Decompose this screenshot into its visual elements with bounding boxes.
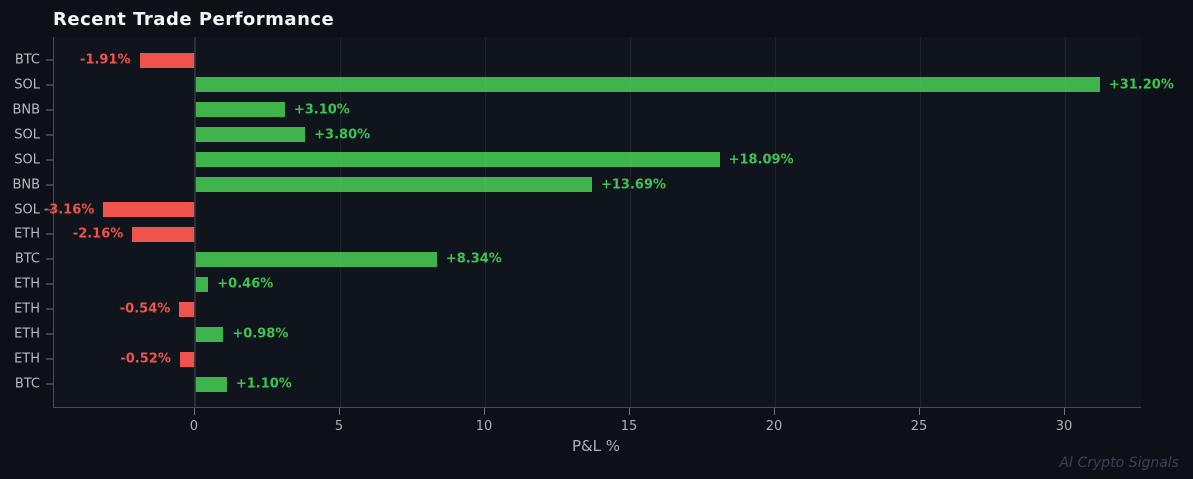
y-tick-mark <box>46 358 53 360</box>
x-tick-mark <box>338 408 340 415</box>
y-tick-label: BTC <box>14 251 40 267</box>
y-tick-mark <box>46 134 53 136</box>
x-tick-label: 15 <box>620 419 638 434</box>
bar <box>132 226 195 242</box>
bar <box>194 77 1100 93</box>
bar <box>194 251 437 267</box>
bar-value-label: +0.46% <box>217 276 274 292</box>
y-tick-mark <box>46 333 53 335</box>
x-tick-label: 30 <box>1055 419 1073 434</box>
bar <box>194 177 592 193</box>
bar-value-label: +18.09% <box>728 152 794 168</box>
x-tick-label: 20 <box>765 419 783 434</box>
y-axis: BTC SOL BNB SOL SOL BNB SOL ETH BTC ETH ETH ETH ETH B… <box>0 37 53 407</box>
bar <box>179 301 195 317</box>
y-tick-label: BNB <box>12 102 40 118</box>
bar-value-label: +1.10% <box>235 376 292 392</box>
x-axis-label: P&L % <box>571 437 621 455</box>
y-tick-label: SOL <box>14 152 40 168</box>
x-tick-mark <box>628 408 630 415</box>
bar-value-label: -2.16% <box>72 226 124 242</box>
x-tick-label: 25 <box>910 419 928 434</box>
x-axis: 0 5 10 15 20 25 30 <box>53 408 1140 438</box>
gridline <box>1065 37 1066 407</box>
bar-value-label: +31.20% <box>1108 77 1174 93</box>
y-tick-label: SOL <box>14 127 40 143</box>
gridline <box>339 37 341 407</box>
x-tick-label: 10 <box>475 419 493 434</box>
y-tick-mark <box>46 109 53 111</box>
y-tick-label: ETH <box>14 226 40 242</box>
y-tick-label: BTC <box>14 376 40 392</box>
y-tick-mark <box>46 209 53 211</box>
bar <box>139 52 195 68</box>
plot-area: -1.91% +31.20% +3.10% +3.80% +18.09% +13.69% -… <box>44 37 1174 408</box>
y-tick-label: BNB <box>12 177 40 193</box>
x-tick-label: 5 <box>334 419 344 434</box>
bar <box>194 276 209 292</box>
y-tick-mark <box>46 283 53 285</box>
bar-value-label: +3.80% <box>314 127 371 143</box>
bar-value-label: -1.91% <box>80 52 131 68</box>
watermark: AI Crypto Signals <box>1059 455 1179 471</box>
y-tick-mark <box>46 84 53 86</box>
x-tick-mark <box>483 408 485 415</box>
gridline <box>484 37 486 407</box>
y-tick-mark <box>46 159 53 161</box>
bar <box>179 351 195 367</box>
bar <box>103 202 195 218</box>
y-tick-label: SOL <box>14 77 40 93</box>
y-tick-mark <box>46 258 53 260</box>
y-tick-label: BTC <box>14 52 40 68</box>
y-tick-mark <box>46 308 53 310</box>
y-tick-label: ETH <box>14 276 40 292</box>
bar <box>194 152 720 168</box>
y-tick-mark <box>46 233 53 235</box>
bar-value-label: +0.98% <box>232 326 289 342</box>
x-tick-mark <box>1064 408 1065 415</box>
x-tick-mark <box>773 408 775 415</box>
bar-value-label: -0.52% <box>120 351 171 367</box>
y-tick-label: ETH <box>14 326 40 342</box>
x-tick-mark <box>193 408 195 415</box>
x-tick-label: 0 <box>189 419 199 434</box>
gridline <box>774 37 776 407</box>
y-tick-label: ETH <box>14 351 40 367</box>
bar <box>194 102 285 118</box>
gridline <box>920 37 921 407</box>
y-tick-mark <box>46 59 53 61</box>
chart-title: Recent Trade Performance <box>53 9 335 30</box>
y-tick-mark <box>46 184 53 186</box>
y-tick-label: SOL <box>14 202 40 218</box>
bar-value-label: -0.54% <box>119 301 171 317</box>
x-tick-mark <box>919 408 920 415</box>
zero-line <box>193 37 196 407</box>
bar-value-label: +8.34% <box>445 251 502 267</box>
bar-value-label: +3.10% <box>293 102 350 118</box>
bar <box>194 326 224 342</box>
y-tick-label: ETH <box>14 301 40 317</box>
bar-value-label: +13.69% <box>600 177 667 193</box>
bar-value-label: -3.16% <box>43 202 95 218</box>
y-tick-mark <box>46 383 53 385</box>
bar <box>194 376 227 392</box>
gridline <box>629 37 631 407</box>
bar <box>194 127 306 143</box>
